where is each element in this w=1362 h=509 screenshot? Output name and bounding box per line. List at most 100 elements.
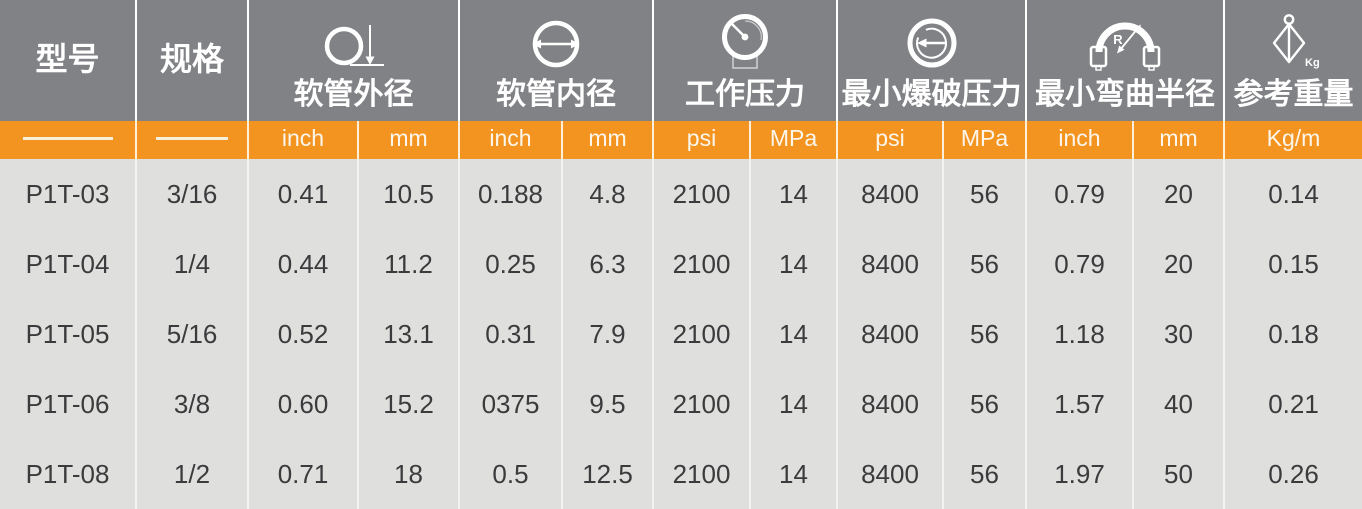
table-cell: 0.25 [458, 229, 562, 299]
table-cell: 20 [1132, 229, 1224, 299]
table-cell: 0.21 [1223, 369, 1362, 439]
unit-cell: mm [561, 121, 653, 159]
table-cell: 56 [942, 299, 1026, 369]
model-cell: P1T-03 [0, 159, 136, 229]
table-cell: 0.15 [1223, 229, 1362, 299]
col-header-model-label: 型号 [35, 40, 100, 77]
table-cell: 40 [1132, 369, 1224, 439]
table-cell: 0.60 [247, 369, 358, 439]
model-cell: P1T-08 [0, 439, 136, 509]
table-cell: 2100 [652, 229, 750, 299]
table-cell: 6.3 [561, 229, 653, 299]
table-cell: 8400 [836, 439, 943, 509]
table-cell: 8400 [836, 229, 943, 299]
unit-cell: psi [652, 121, 750, 159]
table-row: P1T-04 1/4 0.44 11.2 0.25 6.3 2100 14 84… [0, 229, 1362, 299]
table-cell: 12.5 [561, 439, 653, 509]
table-cell: 9.5 [561, 369, 653, 439]
table-cell: 14 [749, 229, 837, 299]
group-header-weight-label: 参考重量 [1233, 78, 1354, 111]
unit-cell: mm [1132, 121, 1224, 159]
table-cell: 4.8 [561, 159, 653, 229]
unit-cell-model [0, 121, 136, 159]
table-cell: 8400 [836, 299, 943, 369]
unit-cell: inch [458, 121, 562, 159]
table-cell: 14 [749, 159, 837, 229]
unit-cell: Kg/m [1223, 121, 1362, 159]
table-cell: 14 [749, 439, 837, 509]
table-cell: 7.9 [561, 299, 653, 369]
table-cell: 0.188 [458, 159, 562, 229]
weight-kg-label: Kg [1305, 57, 1320, 69]
table-cell: 56 [942, 439, 1026, 509]
table-cell: 56 [942, 159, 1026, 229]
bend-radius-icon: R [1082, 11, 1168, 71]
unit-cell: MPa [749, 121, 837, 159]
table-cell: 0375 [458, 369, 562, 439]
table-cell: 0.44 [247, 229, 358, 299]
table-cell: 56 [942, 369, 1026, 439]
table-row: P1T-06 3/8 0.60 15.2 0375 9.5 2100 14 84… [0, 369, 1362, 439]
group-header-bend-radius-label: 最小弯曲半径 [1035, 78, 1215, 111]
model-cell: P1T-06 [0, 369, 136, 439]
table-cell: 1/4 [135, 229, 248, 299]
dash-line [22, 137, 113, 140]
table-cell: 1.18 [1025, 299, 1133, 369]
table-cell: 0.79 [1025, 159, 1133, 229]
table-cell: 1.97 [1025, 439, 1133, 509]
table-cell: 14 [749, 369, 837, 439]
group-header-inner-diameter-label: 软管内径 [496, 78, 616, 111]
group-header-inner-diameter: 软管内径 [458, 0, 653, 121]
col-header-size: 规格 [135, 0, 248, 121]
col-header-model: 型号 [0, 0, 136, 121]
table-cell: 1/2 [135, 439, 248, 509]
bend-radius-r-label: R [1113, 32, 1123, 47]
table-cell: 13.1 [357, 299, 459, 369]
unit-header-row: inch mm inch mm psi MPa psi MPa inch mm … [0, 121, 1362, 159]
table-cell: 2100 [652, 369, 750, 439]
table-cell: 11.2 [357, 229, 459, 299]
table-cell: 30 [1132, 299, 1224, 369]
table-cell: 20 [1132, 159, 1224, 229]
table-row: P1T-03 3/16 0.41 10.5 0.188 4.8 2100 14 … [0, 159, 1362, 229]
table-cell: 5/16 [135, 299, 248, 369]
table-row: P1T-08 1/2 0.71 18 0.5 12.5 2100 14 8400… [0, 439, 1362, 509]
table-cell: 0.31 [458, 299, 562, 369]
table-row: P1T-05 5/16 0.52 13.1 0.31 7.9 2100 14 8… [0, 299, 1362, 369]
group-header-burst-pressure-label: 最小爆破压力 [841, 78, 1022, 111]
table-cell: 3/8 [135, 369, 248, 439]
table-cell: 50 [1132, 439, 1224, 509]
table-cell: 8400 [836, 159, 943, 229]
unit-cell-size [135, 121, 248, 159]
table-cell: 14 [749, 299, 837, 369]
table-cell: 0.26 [1223, 439, 1362, 509]
group-header-burst-pressure: 最小爆破压力 [836, 0, 1026, 121]
table-cell: 0.5 [458, 439, 562, 509]
group-header-outer-diameter: 软管外径 [247, 0, 459, 121]
outer-diameter-icon [323, 19, 385, 71]
table-cell: 15.2 [357, 369, 459, 439]
inner-diameter-icon [529, 17, 583, 71]
model-cell: P1T-04 [0, 229, 136, 299]
table-cell: 18 [357, 439, 459, 509]
table-cell: 0.52 [247, 299, 358, 369]
weight-kg-icon: Kg [1268, 13, 1320, 71]
unit-cell: inch [247, 121, 358, 159]
unit-cell: MPa [942, 121, 1026, 159]
group-header-bend-radius: R 最小弯曲半径 [1025, 0, 1224, 121]
group-header-working-pressure: 工作压力 [652, 0, 837, 121]
table-cell: 2100 [652, 299, 750, 369]
col-header-size-label: 规格 [159, 40, 224, 77]
group-header-outer-diameter-label: 软管外径 [293, 78, 414, 111]
unit-cell: inch [1025, 121, 1133, 159]
table-cell: 8400 [836, 369, 943, 439]
pressure-gauge-icon [716, 11, 774, 71]
table-cell: 0.18 [1223, 299, 1362, 369]
group-header-weight: Kg 参考重量 [1223, 0, 1362, 121]
group-header-row: 型号 规格 软管外径 [0, 0, 1362, 121]
model-cell: P1T-05 [0, 299, 136, 369]
table-cell: 1.57 [1025, 369, 1133, 439]
burst-pressure-icon [904, 15, 960, 71]
